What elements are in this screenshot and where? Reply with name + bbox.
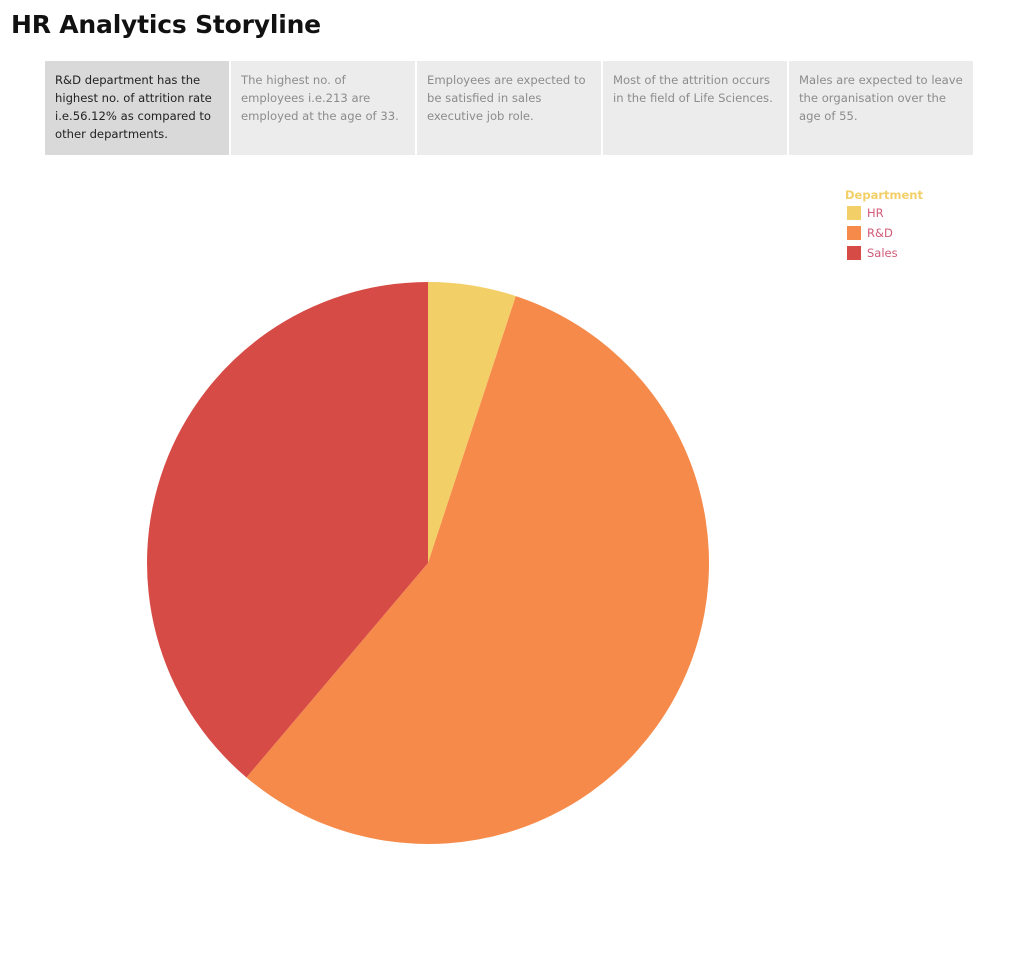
story-point-1[interactable]: R&D department has the highest no. of at… xyxy=(45,61,229,155)
pie-slice-hr[interactable] xyxy=(428,282,516,563)
story-point-5-text: Males are expected to leave the organisa… xyxy=(799,73,963,123)
legend: Department HR R&D Sales xyxy=(845,187,995,263)
pie-slice-sales[interactable] xyxy=(147,282,428,778)
legend-item-sales[interactable]: Sales xyxy=(845,243,995,263)
story-point-3[interactable]: Employees are expected to be satisfied i… xyxy=(417,61,601,155)
legend-title: Department xyxy=(845,188,923,202)
page-title: HR Analytics Storyline xyxy=(11,10,321,39)
legend-item-rnd[interactable]: R&D xyxy=(845,223,995,243)
storyline-navigator: R&D department has the highest no. of at… xyxy=(45,61,973,155)
story-point-2-text: The highest no. of employees i.e.213 are… xyxy=(241,73,399,123)
story-point-4-text: Most of the attrition occurs in the fiel… xyxy=(613,73,773,105)
legend-label-hr: HR xyxy=(867,206,884,220)
legend-swatch-sales xyxy=(847,246,861,260)
story-point-3-text: Employees are expected to be satisfied i… xyxy=(427,73,586,123)
story-point-5[interactable]: Males are expected to leave the organisa… xyxy=(789,61,973,155)
legend-swatch-hr xyxy=(847,206,861,220)
legend-label-sales: Sales xyxy=(867,246,898,260)
story-point-2[interactable]: The highest no. of employees i.e.213 are… xyxy=(231,61,415,155)
pie-slice-r-d[interactable] xyxy=(246,296,710,845)
legend-label-rnd: R&D xyxy=(867,226,893,240)
story-point-4[interactable]: Most of the attrition occurs in the fiel… xyxy=(603,61,787,155)
story-point-1-text: R&D department has the highest no. of at… xyxy=(55,73,212,141)
legend-item-hr[interactable]: HR xyxy=(845,203,995,223)
legend-swatch-rnd xyxy=(847,226,861,240)
